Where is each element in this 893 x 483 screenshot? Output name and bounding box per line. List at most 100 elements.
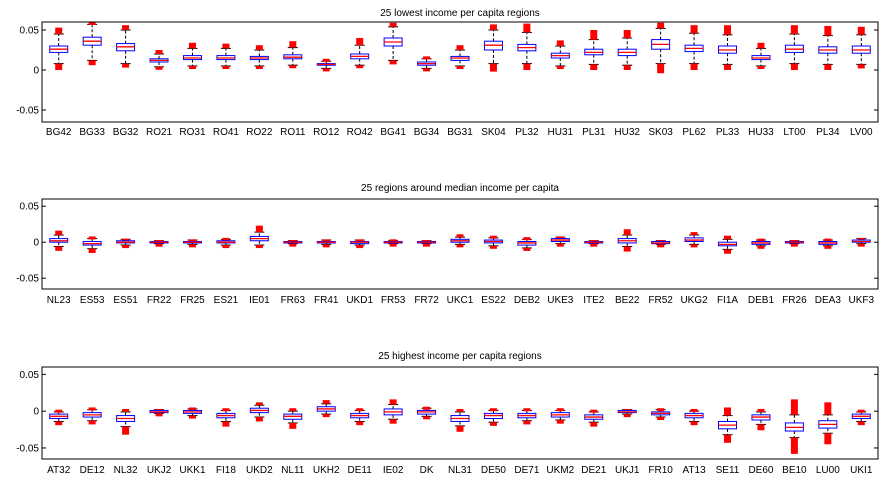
x-tick-label: BE22: [615, 295, 640, 306]
box-lu00: [818, 402, 838, 445]
box-fr52: [651, 240, 671, 248]
upper-outliers: [55, 27, 63, 34]
lower-outliers: [623, 65, 631, 70]
x-tick-label: UKE3: [547, 295, 574, 306]
box-fr72: [417, 240, 437, 247]
lower-outliers: [356, 245, 364, 249]
upper-outliers: [456, 45, 464, 50]
lower-outliers: [790, 243, 798, 247]
lower-outliers: [556, 66, 564, 69]
x-tick-label: FR63: [281, 295, 306, 306]
x-tick-label: PL62: [682, 127, 706, 138]
lower-outliers: [389, 419, 397, 424]
box-ukg2: [684, 232, 704, 248]
x-tick-label: BG33: [79, 127, 105, 138]
box-ukh2: [316, 400, 336, 418]
upper-outliers: [255, 45, 263, 50]
box-be22: [617, 229, 637, 252]
y-tick-label: 0: [33, 407, 39, 418]
lower-outliers: [222, 66, 230, 69]
lower-outliers: [590, 243, 598, 247]
x-tick-label: PL31: [582, 127, 606, 138]
upper-outliers: [356, 408, 364, 412]
x-tick-label: FR25: [180, 295, 205, 306]
upper-outliers: [55, 409, 63, 413]
box-ukj1: [617, 408, 637, 418]
box-lv00: [851, 26, 871, 69]
lower-outliers: [489, 422, 497, 426]
x-tick-label: RO41: [213, 127, 240, 138]
x-tick-label: RO12: [313, 127, 340, 138]
box-hu32: [617, 30, 637, 70]
box-deb2: [517, 237, 537, 251]
x-tick-label: UKG2: [680, 295, 708, 306]
lower-outliers: [824, 433, 832, 445]
box-ukj2: [149, 408, 169, 417]
x-tick-label: BG31: [447, 127, 473, 138]
x-tick-label: UKI1: [850, 465, 873, 476]
y-tick-label: 0.05: [20, 26, 40, 37]
lower-outliers: [188, 244, 196, 248]
lower-outliers: [724, 64, 732, 70]
upper-outliers: [88, 236, 96, 240]
chart-title: 25 lowest income per capita regions: [380, 8, 540, 19]
panel-lowest-income: 25 lowest income per capita regions 0.05 0…: [16, 8, 879, 138]
lower-outliers: [389, 243, 397, 247]
upper-outliers: [155, 50, 163, 54]
lower-outliers: [489, 245, 497, 249]
y-tick-label: 0.05: [20, 202, 40, 213]
lower-outliers: [122, 245, 130, 249]
upper-outliers: [289, 408, 297, 412]
lower-outliers: [188, 66, 196, 69]
box-sk04: [483, 24, 503, 72]
x-tick-label: NL11: [281, 465, 305, 476]
box-de21: [584, 409, 604, 427]
upper-outliers: [423, 56, 431, 60]
box-ro42: [350, 38, 370, 69]
lower-outliers: [122, 63, 130, 68]
box-at13: [684, 408, 704, 426]
x-tick-label: BG32: [113, 127, 139, 138]
lower-outliers: [456, 425, 464, 432]
x-tick-label: IE02: [383, 465, 404, 476]
box-es51: [116, 238, 136, 249]
lower-outliers: [155, 66, 163, 70]
box-ro22: [249, 45, 269, 69]
box-bg31: [450, 45, 470, 69]
box-bg42: [49, 27, 69, 70]
lower-outliers: [824, 245, 832, 249]
x-tick-label: HU33: [748, 127, 774, 138]
lower-outliers: [122, 426, 130, 435]
y-tick-label: -0.05: [16, 443, 39, 454]
lower-outliers: [690, 244, 698, 248]
lower-outliers: [356, 421, 364, 426]
box-uki1: [851, 409, 871, 426]
lower-outliers: [757, 245, 765, 249]
upper-outliers: [690, 25, 698, 34]
box-de50: [483, 408, 503, 426]
lower-outliers: [724, 434, 732, 443]
lower-outliers: [255, 417, 263, 422]
x-tick-label: RO31: [179, 127, 206, 138]
lower-outliers: [322, 244, 330, 248]
box-es53: [82, 236, 102, 253]
lower-outliers: [55, 246, 63, 251]
lower-outliers: [724, 249, 732, 254]
upper-outliers: [188, 42, 196, 49]
x-tick-label: FI18: [216, 465, 236, 476]
x-tick-label: SK04: [481, 127, 506, 138]
x-tick-label: RO22: [246, 127, 273, 138]
upper-outliers: [724, 407, 732, 416]
lower-outliers: [857, 243, 865, 247]
x-tick-label: DK: [420, 465, 434, 476]
lower-outliers: [289, 243, 297, 247]
upper-outliers: [456, 408, 464, 412]
upper-outliers: [389, 22, 397, 27]
x-tick-label: BG42: [46, 127, 72, 138]
box-ukk1: [182, 407, 202, 419]
x-tick-label: ITE2: [583, 295, 605, 306]
lower-outliers: [857, 64, 865, 69]
x-tick-label: DE12: [80, 465, 105, 476]
box-sk03: [651, 22, 671, 74]
lower-outliers: [255, 245, 263, 249]
